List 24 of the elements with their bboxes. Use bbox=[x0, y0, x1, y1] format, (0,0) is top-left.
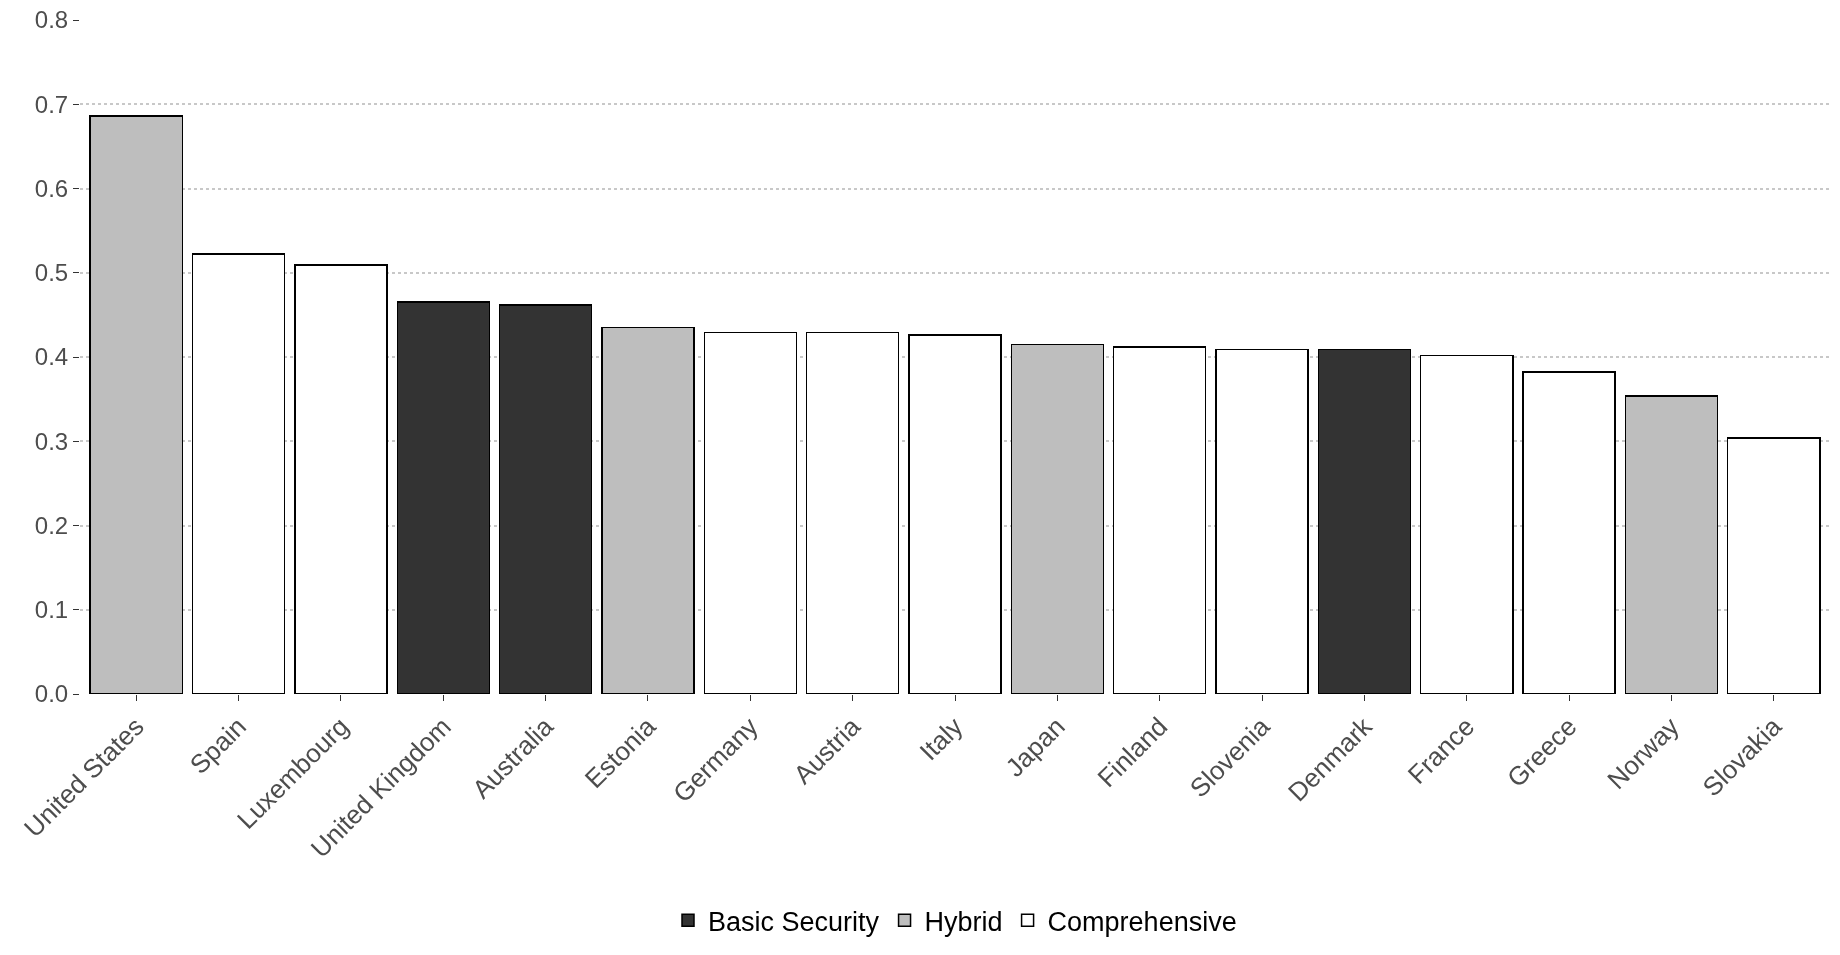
bar bbox=[191, 253, 286, 694]
bar bbox=[908, 334, 1002, 694]
bar bbox=[294, 264, 388, 694]
bar bbox=[1522, 371, 1616, 694]
bar bbox=[1112, 346, 1207, 694]
y-tick-label: 0.1 bbox=[34, 596, 69, 624]
y-tick-label: 0.6 bbox=[34, 174, 69, 202]
legend-label: Basic Security bbox=[708, 906, 880, 937]
y-tick-label: 0.8 bbox=[34, 6, 69, 34]
y-tick-label: 0.2 bbox=[34, 511, 69, 539]
bar bbox=[1419, 354, 1514, 694]
bar bbox=[1215, 348, 1309, 694]
y-tick-label: 0.5 bbox=[34, 259, 69, 287]
y-tick-label: 0.4 bbox=[34, 343, 69, 371]
legend-label: Comprehensive bbox=[1047, 906, 1237, 937]
bar bbox=[703, 331, 798, 694]
bar bbox=[805, 331, 900, 694]
y-tick-label: 0.3 bbox=[34, 427, 69, 455]
legend-label: Hybrid bbox=[924, 906, 1003, 937]
x-tick-label: Italy bbox=[913, 711, 969, 767]
bar bbox=[601, 326, 695, 694]
bar bbox=[1726, 437, 1821, 694]
y-tick-label: 0.0 bbox=[34, 680, 69, 708]
y-tick-label: 0.7 bbox=[34, 90, 69, 118]
